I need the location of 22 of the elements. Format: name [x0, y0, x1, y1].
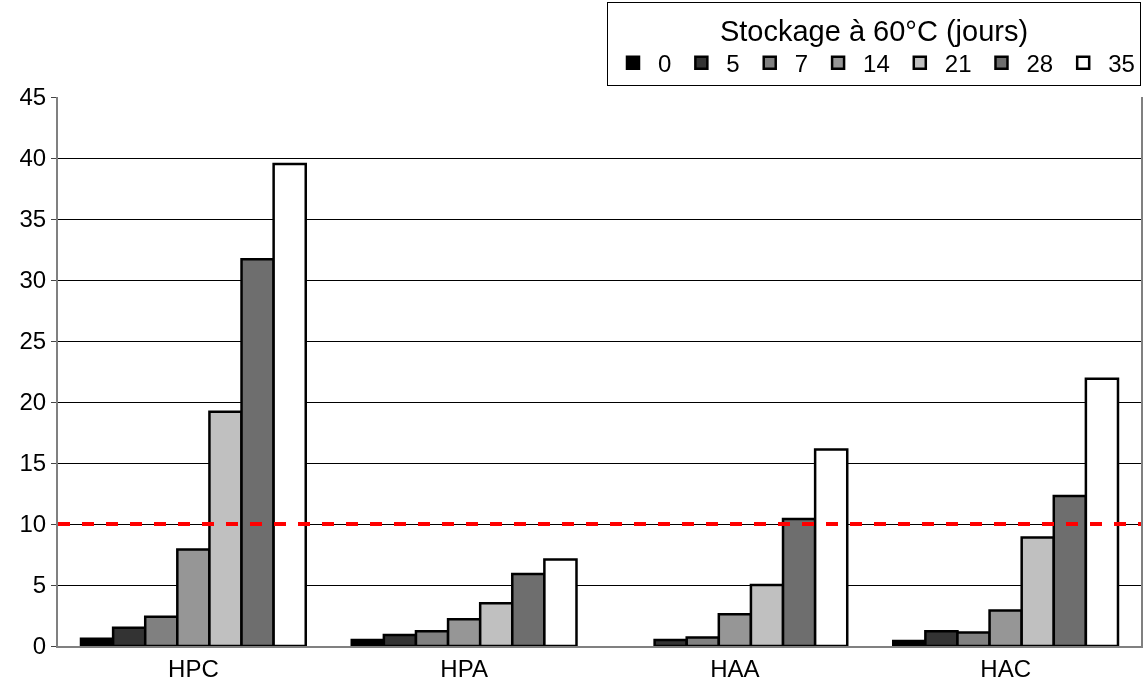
x-tick-label: HPC [168, 654, 219, 682]
x-tick-label: HPA [440, 654, 488, 682]
y-tick-label: 45 [19, 83, 47, 111]
y-tick-label: 40 [19, 144, 47, 172]
legend-label: 14 [863, 50, 890, 78]
legend-label: 7 [794, 50, 809, 78]
y-tick-label: 0 [32, 632, 47, 660]
legend-title: Stockage à 60°C (jours) [719, 14, 1029, 47]
y-tick-label: 15 [19, 449, 47, 477]
y-tick-label: 35 [19, 205, 47, 233]
x-tick-label: HAC [980, 654, 1031, 682]
y-tick-label: 5 [32, 571, 47, 599]
y-tick-label: 10 [19, 510, 47, 538]
legend-label: 35 [1108, 50, 1135, 78]
y-tick-label: 30 [19, 266, 47, 294]
legend-label: 21 [944, 50, 972, 78]
legend-label: 5 [726, 50, 740, 78]
x-tick-label: HAA [710, 654, 760, 682]
legend-label: 28 [1026, 50, 1054, 78]
y-tick-label: 20 [19, 388, 47, 416]
legend-label: 0 [658, 50, 672, 78]
y-tick-label: 25 [19, 327, 47, 355]
